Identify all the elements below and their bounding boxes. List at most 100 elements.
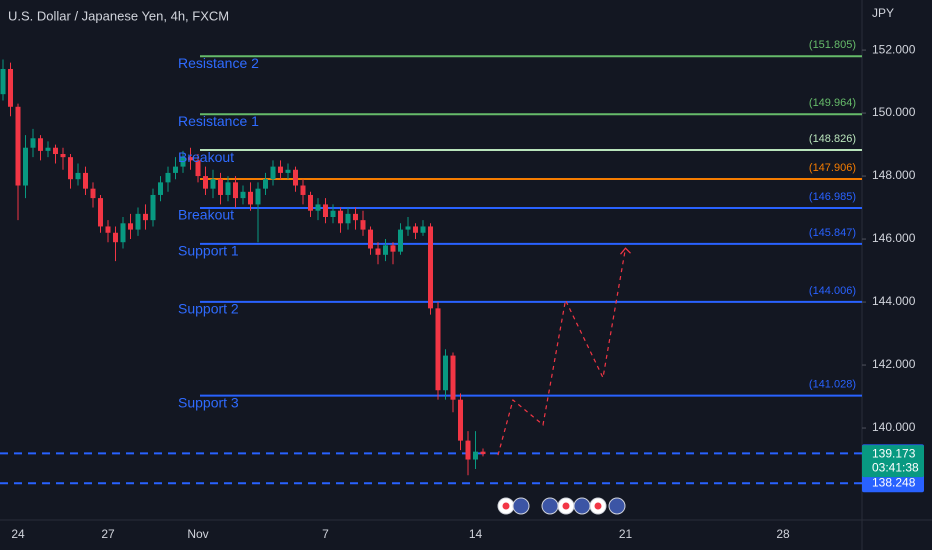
candle-body [68, 157, 73, 180]
candle-body [413, 226, 418, 233]
candle-body [270, 166, 276, 180]
candle-body [225, 182, 231, 195]
candle-body [38, 138, 43, 151]
plot [0, 55, 862, 485]
candle-body [53, 147, 58, 155]
level-value-label: (146.985) [809, 191, 856, 203]
candle-body [158, 182, 163, 195]
level-label: Resistance 2 [178, 55, 259, 71]
candle-body [285, 169, 291, 173]
level-label: Support 1 [178, 243, 239, 259]
candle-body [330, 210, 336, 218]
candle-body [338, 210, 343, 224]
level-label: Support 2 [178, 301, 239, 317]
candle-body [473, 451, 478, 460]
candle-body [390, 245, 396, 252]
candle-body [195, 160, 201, 177]
candle-body [45, 147, 51, 151]
level-value-label: (149.964) [809, 97, 856, 109]
candle-body [375, 248, 381, 255]
level-label: Resistance 1 [178, 113, 259, 129]
event-icons [497, 497, 626, 515]
candle-body [420, 226, 426, 233]
candle-body [308, 194, 313, 211]
event-icon-dot [562, 502, 570, 510]
candle-body [203, 176, 208, 189]
x-tick-label: 27 [101, 527, 115, 541]
x-tick-label: Nov [187, 527, 208, 541]
candle-body [315, 204, 321, 211]
candle-body [405, 226, 411, 230]
candle-body [15, 106, 21, 186]
x-tick-label: 7 [322, 527, 329, 541]
y-tick-label: 140.000 [872, 420, 916, 434]
x-tick-label: 24 [11, 527, 25, 541]
candle-body [240, 191, 246, 199]
candle-body [278, 166, 283, 173]
candle-body [383, 245, 388, 255]
projection-arrow [620, 247, 631, 255]
candle-body [368, 229, 373, 249]
candle-body [360, 220, 366, 230]
level-label: Breakout [178, 207, 234, 223]
candle-body [443, 355, 448, 391]
x-tick-label: 14 [469, 527, 483, 541]
candle-body [143, 213, 148, 221]
candle-body [83, 172, 88, 189]
candle-body [165, 172, 171, 183]
candle-body [135, 213, 141, 230]
y-tick-label: 152.000 [872, 42, 916, 56]
candle-body [218, 179, 223, 195]
candle-body [323, 204, 328, 218]
projection-path [497, 248, 627, 456]
level-value-label: (151.805) [809, 39, 856, 51]
candle-body [113, 232, 118, 243]
candle-body [173, 166, 178, 173]
level-value-label: (147.906) [809, 162, 856, 174]
candle-body [120, 223, 126, 243]
candle-body [180, 157, 186, 167]
candle-body [8, 68, 13, 107]
candle-body [128, 223, 133, 230]
candle-body [345, 213, 351, 224]
countdown-label: 03:41:38 [872, 460, 919, 474]
level-label: Breakout [178, 149, 234, 165]
candle-body [458, 399, 463, 441]
level-label: Support 3 [178, 394, 239, 410]
candle-body [150, 194, 156, 221]
candle-body [293, 169, 298, 186]
candle-body [23, 147, 28, 186]
level-value-label: (144.006) [809, 285, 856, 297]
current-price-label: 139.173 [872, 446, 916, 460]
event-icon[interactable] [541, 497, 559, 515]
y-axis-label: JPY [872, 6, 894, 20]
candle-body [98, 198, 103, 227]
candle-body [255, 188, 261, 205]
candle-body [353, 213, 358, 221]
chart-title: U.S. Dollar / Japanese Yen, 4h, FXCM [8, 8, 229, 23]
candle-body [210, 179, 216, 189]
price-line-label: 138.248 [872, 475, 916, 489]
candle-body [90, 188, 96, 199]
event-icon[interactable] [512, 497, 530, 515]
event-icon[interactable] [573, 497, 591, 515]
y-tick-label: 146.000 [872, 231, 916, 245]
y-tick-label: 144.000 [872, 294, 916, 308]
candle-body [188, 157, 193, 161]
price-line-tag [862, 474, 924, 493]
candle-body [30, 138, 36, 148]
level-value-label: (141.028) [809, 379, 856, 391]
x-tick-label: 28 [776, 527, 790, 541]
event-icon-dot [502, 502, 510, 510]
event-icon[interactable] [608, 497, 626, 515]
level-value-label: (148.826) [809, 133, 856, 145]
candle-body [105, 226, 111, 233]
y-tick-label: 142.000 [872, 357, 916, 371]
x-tick-label: 21 [619, 527, 633, 541]
candle-body [248, 191, 253, 205]
current-price-tag [862, 445, 924, 478]
candle-body [398, 229, 403, 252]
y-tick-label: 150.000 [872, 105, 916, 119]
